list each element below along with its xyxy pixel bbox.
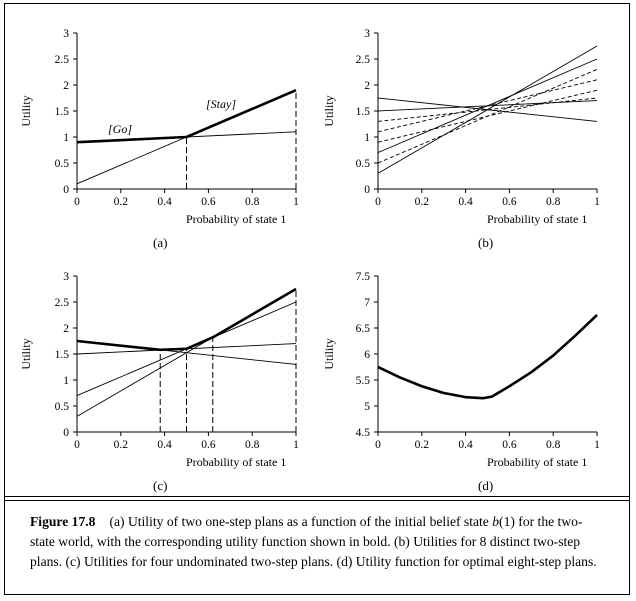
y-tick-label: 0.5 — [356, 158, 371, 170]
y-axis-label: Utility — [322, 338, 336, 369]
x-tick-label: 0.2 — [415, 439, 430, 451]
x-axis-label: Probability of state 1 — [487, 212, 587, 226]
x-tick-label: 0.4 — [157, 439, 172, 451]
y-tick-label: 2.5 — [356, 54, 371, 66]
series-line-bold — [76, 287, 297, 352]
y-axis-label: Utility — [19, 95, 33, 126]
x-tick-label: 1 — [293, 196, 299, 208]
figure-label: Figure 17.8 — [30, 514, 96, 529]
caption-rule-top — [4, 496, 630, 497]
x-axis-label: Probability of state 1 — [186, 455, 286, 469]
y-tick-label: 0.5 — [55, 401, 70, 413]
y-tick-label: 3 — [63, 28, 69, 40]
series-label-go: [Go] — [108, 122, 132, 136]
caption-text: (a) Utility of two one-step plans as a f… — [30, 514, 597, 569]
y-tick-label: 3 — [364, 28, 370, 40]
y-tick-label: 2 — [364, 80, 370, 92]
y-tick-label: 5.5 — [356, 375, 371, 387]
y-tick-label: 0 — [63, 427, 69, 439]
figure-frame — [4, 3, 630, 595]
series-label-stay: [Stay] — [206, 97, 236, 111]
figure-plots: 0 0.5 1 1.5 2 2.5 3 0 0.2 0.4 0.6 0.8 1 Probability o… — [19, 28, 600, 493]
y-tick-label: 1.5 — [55, 349, 70, 361]
x-tick-label: 0.6 — [502, 439, 517, 451]
x-tick-label: 1 — [293, 439, 299, 451]
y-tick-label: 2 — [63, 323, 69, 335]
series-line-bold — [76, 89, 297, 144]
x-tick-label: 0.6 — [502, 196, 517, 208]
y-tick-label: 7 — [364, 297, 370, 309]
caption-rule-top-inner — [4, 500, 630, 501]
y-tick-label: 0 — [364, 184, 370, 196]
y-tick-label: 4.5 — [356, 427, 371, 439]
x-axis-label: Probability of state 1 — [487, 455, 587, 469]
y-tick-label: 2 — [63, 80, 69, 92]
series-line-bold — [377, 314, 598, 400]
y-tick-label: 1 — [63, 132, 69, 144]
x-tick-label: 0 — [74, 439, 80, 451]
y-tick-label: 5 — [364, 401, 370, 413]
y-tick-label: 1.5 — [356, 106, 371, 118]
x-tick-label: 0.8 — [245, 196, 260, 208]
x-tick-label: 0.2 — [415, 196, 430, 208]
y-tick-label: 7.5 — [356, 271, 371, 283]
x-tick-label: 0.4 — [458, 196, 473, 208]
figure-caption: Figure 17.8 (a) Utility of two one-step p… — [30, 512, 605, 572]
y-tick-label: 1.5 — [55, 106, 70, 118]
y-tick-label: 2.5 — [55, 297, 70, 309]
series-line-dashed — [377, 97, 598, 122]
y-tick-label: 0.5 — [55, 158, 70, 170]
x-tick-label: 1 — [594, 439, 600, 451]
y-tick-label: 2.5 — [55, 54, 70, 66]
x-tick-label: 0.8 — [546, 439, 561, 451]
x-tick-label: 0.8 — [245, 439, 260, 451]
caption-part: b — [492, 514, 500, 529]
panel-label: (a) — [153, 235, 167, 250]
x-axis-label: Probability of state 1 — [186, 212, 286, 226]
caption-part: (1) for the two-state world, with the co… — [30, 514, 597, 569]
series-line-dashed — [377, 89, 598, 143]
y-tick-label: 6 — [364, 349, 370, 361]
x-tick-label: 0 — [74, 196, 80, 208]
y-tick-label: 6.5 — [356, 323, 371, 335]
panel-label: (d) — [478, 478, 493, 493]
x-tick-label: 0 — [375, 196, 381, 208]
x-tick-label: 0.2 — [114, 439, 129, 451]
x-tick-label: 0.4 — [458, 439, 473, 451]
series-line-dashed — [377, 79, 598, 133]
x-tick-label: 0.4 — [157, 196, 172, 208]
x-tick-label: 0.2 — [114, 196, 129, 208]
y-tick-label: 1 — [63, 375, 69, 387]
y-tick-label: 3 — [63, 271, 69, 283]
y-tick-label: 0 — [63, 184, 69, 196]
x-tick-label: 0 — [375, 439, 381, 451]
series-line-solid — [377, 45, 598, 174]
x-tick-label: 0.8 — [546, 196, 561, 208]
x-tick-label: 0.6 — [201, 196, 216, 208]
x-tick-label: 1 — [594, 196, 600, 208]
panel-label: (b) — [478, 235, 493, 250]
panel-label: (c) — [153, 478, 167, 493]
y-tick-label: 1 — [364, 132, 370, 144]
y-axis-label: Utility — [322, 95, 336, 126]
x-tick-label: 0.6 — [201, 439, 216, 451]
y-axis-label: Utility — [19, 338, 33, 369]
caption-part: (a) Utility of two one-step plans as a f… — [109, 514, 493, 529]
